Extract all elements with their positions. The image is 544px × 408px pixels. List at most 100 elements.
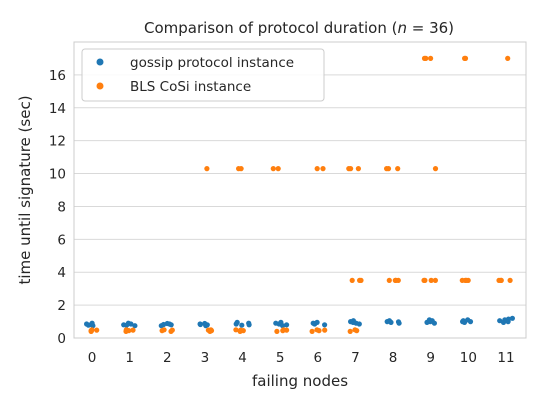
gossip-point [239, 322, 245, 328]
bls-point [275, 166, 281, 172]
gossip-point [350, 318, 356, 324]
gossip-point [426, 317, 432, 323]
gossip-point [460, 319, 466, 325]
bls-point [432, 277, 438, 283]
bls-point [88, 328, 94, 334]
bls-point [428, 277, 434, 283]
y-tick-label: 0 [57, 331, 66, 347]
gossip-point [509, 315, 515, 321]
bls-point [386, 277, 392, 283]
bls-point [352, 327, 358, 333]
legend-marker-gossip [96, 58, 104, 66]
gossip-point [234, 319, 240, 325]
bls-point [284, 327, 290, 333]
bls-point [395, 166, 401, 172]
bls-point [314, 327, 320, 333]
bls-point [123, 328, 129, 334]
gossip-point [505, 319, 511, 325]
bls-point [421, 277, 427, 283]
gossip-point [284, 322, 290, 328]
chart-title-main: Comparison of protocol duration ( [144, 19, 398, 37]
bls-point [347, 328, 353, 334]
x-tick-label: 2 [163, 350, 172, 366]
gossip-point [386, 318, 392, 324]
bls-point [463, 277, 469, 283]
y-tick-label: 12 [49, 134, 66, 150]
gossip-point [132, 323, 138, 329]
bls-point [94, 327, 100, 333]
gossip-point [124, 322, 130, 328]
y-tick-label: 8 [57, 199, 66, 215]
gossip-point [280, 323, 286, 329]
bls-point [349, 277, 355, 283]
points-layer [84, 55, 515, 334]
x-tick-label: 1 [125, 350, 134, 366]
gossip-point [395, 319, 402, 325]
bls-point [130, 327, 136, 333]
bls-point [496, 277, 502, 283]
gossip-point [311, 320, 317, 327]
plot-frame [73, 41, 527, 339]
gossip-point [202, 320, 208, 327]
y-tick-label: 6 [57, 232, 66, 248]
legend-label-bls: BLS CoSi instance [130, 79, 251, 95]
x-tick-label: 7 [351, 350, 360, 366]
legend-marker-bls [96, 82, 104, 90]
bls-point [384, 166, 390, 172]
bls-point [204, 166, 210, 172]
chart-title-n: n [397, 19, 407, 37]
bls-point [314, 166, 320, 172]
x-tick-label: 5 [276, 350, 285, 366]
x-tick-label: 4 [238, 350, 247, 366]
y-tick-label: 10 [49, 167, 66, 183]
bls-point [428, 55, 434, 62]
gossip-point [500, 319, 507, 325]
bls-point [507, 277, 513, 283]
gossip-point [356, 321, 362, 327]
x-axis-label: failing nodes [252, 372, 348, 390]
chart-title: Comparison of protocol duration (n = 36) [144, 19, 454, 37]
gossip-point [465, 317, 471, 323]
gossip-point [246, 322, 252, 328]
legend: gossip protocol instance BLS CoSi instan… [81, 48, 325, 102]
bls-point [320, 166, 326, 172]
bls-point [505, 55, 511, 62]
gossip-point [197, 321, 203, 328]
bls-point [421, 55, 428, 62]
bls-point [238, 327, 244, 333]
chart-title-tail: = 36) [407, 19, 454, 37]
legend-label-gossip: gossip protocol instance [130, 55, 294, 71]
y-tick-labels: 0 2 4 6 8 10 12 14 16 [49, 68, 66, 347]
x-tick-label: 8 [389, 350, 398, 366]
y-axis-label: time until signature (sec) [16, 95, 34, 284]
bls-point [233, 327, 239, 333]
bls-point [355, 166, 361, 172]
x-tick-label: 9 [426, 350, 435, 366]
bls-point [161, 327, 167, 333]
bls-point [395, 277, 401, 283]
bls-point [205, 327, 211, 333]
y-tick-label: 14 [49, 101, 66, 117]
bls-point [270, 166, 276, 172]
gossip-point [161, 321, 167, 328]
legend-box [81, 48, 325, 102]
bls-point [309, 328, 315, 334]
gossip-point [322, 322, 328, 328]
gossip-point [89, 320, 95, 326]
bls-point [274, 328, 280, 334]
x-tick-label: 11 [497, 350, 514, 366]
bls-point [462, 55, 469, 62]
gossip-point [431, 320, 437, 326]
bls-point [432, 166, 439, 172]
bls-point [348, 166, 354, 172]
bls-point [322, 327, 328, 333]
bls-point [238, 166, 244, 172]
x-tick-label: 0 [88, 350, 97, 366]
bls-point [459, 277, 465, 283]
x-tick-labels: 0 1 2 3 4 5 6 7 8 9 10 11 [88, 350, 515, 366]
y-tick-label: 2 [57, 298, 66, 314]
bls-point [358, 277, 364, 283]
y-tick-label: 16 [49, 68, 66, 84]
x-tick-label: 3 [201, 350, 210, 366]
